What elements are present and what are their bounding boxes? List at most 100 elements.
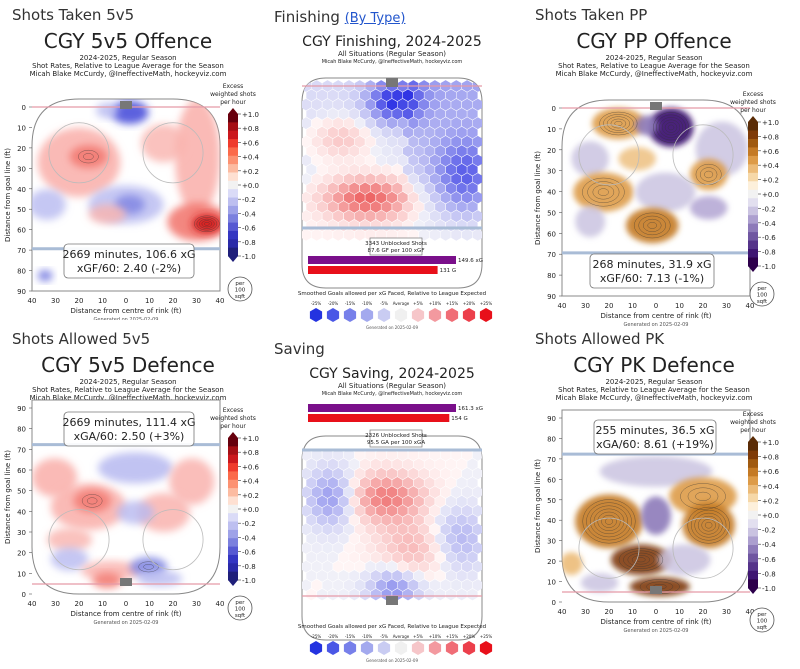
- hex-cell: [429, 117, 440, 130]
- generated-note: Generated on 2025-02-09: [366, 658, 418, 663]
- hex-cell: [397, 449, 408, 461]
- hex-cell: [467, 458, 478, 471]
- hex-grid: [302, 80, 482, 241]
- hex-cell: [402, 514, 414, 526]
- hex-cell: [386, 117, 397, 130]
- contour-line: [664, 122, 678, 133]
- hex-cell: [424, 182, 435, 195]
- x-tick-label: 30: [51, 600, 60, 608]
- hex-cell: [306, 126, 317, 139]
- hex-cell: [429, 504, 440, 517]
- legend-swatch: [445, 641, 459, 655]
- contour-line: [704, 521, 713, 529]
- y-tick-label: 40: [17, 508, 26, 516]
- x-tick-label: 10: [675, 302, 684, 310]
- hex-cell: [327, 570, 338, 582]
- hex-cell: [413, 551, 424, 564]
- y-tick-label: 90: [17, 405, 26, 413]
- hex-cell: [365, 523, 376, 536]
- hex-cell: [429, 98, 440, 111]
- hex-cell: [302, 135, 312, 148]
- hex-cell: [302, 504, 312, 517]
- heat-blob: [37, 269, 53, 282]
- hex-cell: [451, 173, 462, 185]
- colorbar-segment: [228, 114, 238, 123]
- hex-cell: [445, 551, 457, 564]
- hex-cell: [456, 514, 467, 526]
- hex-cell: [306, 163, 317, 176]
- hex-cell: [349, 495, 360, 508]
- hex-cell: [424, 458, 435, 471]
- contour-line: [658, 117, 684, 138]
- hex-cell: [424, 89, 435, 102]
- hex-cell: [402, 163, 414, 176]
- hex-cell: [365, 210, 376, 223]
- colorbar-segment: [748, 130, 758, 140]
- hex-cell: [306, 570, 317, 582]
- hex-cell: [322, 486, 333, 499]
- x-tick-label: 40: [558, 608, 567, 616]
- by-type-link[interactable]: (By Type): [344, 11, 406, 26]
- y-tick-label: 80: [547, 272, 556, 280]
- hex-cell: [327, 201, 338, 213]
- hex-cell: [424, 163, 435, 176]
- x-axis-label: Distance from centre of rink (ft): [71, 307, 182, 315]
- hex-cell: [392, 532, 403, 545]
- hex-cell: [435, 182, 446, 195]
- hex-cell: [306, 551, 317, 564]
- per-100-sqft-badge: [227, 276, 253, 302]
- hex-cell: [402, 532, 414, 545]
- hex-cell: [472, 117, 482, 130]
- hex-cell: [445, 458, 457, 471]
- stats-rate: xGA/60: 8.61 (+19%): [596, 438, 714, 451]
- hex-cell: [302, 154, 312, 167]
- hex-cell: [306, 458, 317, 471]
- hex-cell: [302, 486, 312, 499]
- colorbar-tick-label: -0.4: [762, 541, 776, 549]
- hex-cell: [302, 579, 312, 592]
- chart-subtitle: Micah Blake McCurdy, @IneffectiveMath, h…: [30, 70, 227, 78]
- per-badge-text: per: [235, 600, 245, 606]
- colorbar-tick-label: +0.4: [242, 154, 260, 162]
- contour-line: [633, 212, 671, 239]
- hex-cell: [462, 228, 473, 241]
- hex-cell: [317, 182, 328, 195]
- hex-cell: [317, 514, 328, 526]
- hex-cell: [311, 191, 322, 204]
- colorbar-segment: [228, 205, 238, 215]
- hex-cell: [413, 89, 424, 102]
- hex-cell: [365, 154, 376, 167]
- colorbar-segment: [748, 484, 758, 495]
- contour-line: [610, 118, 627, 129]
- hex-cell: [435, 514, 446, 526]
- legend-label: +10%: [429, 301, 441, 306]
- hex-cell: [360, 532, 371, 545]
- colorbar-title: Excess: [743, 91, 763, 98]
- x-tick-label: 20: [699, 302, 708, 310]
- colorbar-cap: [748, 266, 758, 272]
- hex-cell: [402, 89, 414, 102]
- hex-cell: [456, 588, 467, 601]
- chart-pk-defence: CGY PK Defence 2024-2025, Regular Season S…: [530, 350, 800, 665]
- hex-cell: [467, 108, 478, 120]
- y-tick-label: 20: [17, 145, 26, 153]
- colorbar-segment: [228, 463, 238, 472]
- chart-title: CGY Saving, 2024-2025: [309, 366, 475, 382]
- colorbar-tick-label: +0.8: [242, 125, 259, 133]
- hex-cell: [333, 154, 344, 167]
- hex-cell: [429, 523, 440, 536]
- colorbar-title: weighted shots: [730, 99, 776, 106]
- hex-cell: [467, 570, 478, 582]
- hex-cell: [408, 210, 419, 223]
- colorbar-cap: [228, 108, 238, 114]
- hex-cell: [472, 449, 482, 461]
- hex-cell: [370, 588, 381, 601]
- legend-swatch: [428, 641, 442, 655]
- hex-cell: [302, 173, 312, 185]
- y-tick-label: 0: [552, 599, 556, 607]
- hex-cell: [392, 163, 403, 176]
- hex-cell: [338, 126, 349, 139]
- colorbar-tick-label: +0.2: [762, 497, 779, 505]
- hex-cell: [408, 467, 419, 480]
- hex-cell: [419, 191, 430, 204]
